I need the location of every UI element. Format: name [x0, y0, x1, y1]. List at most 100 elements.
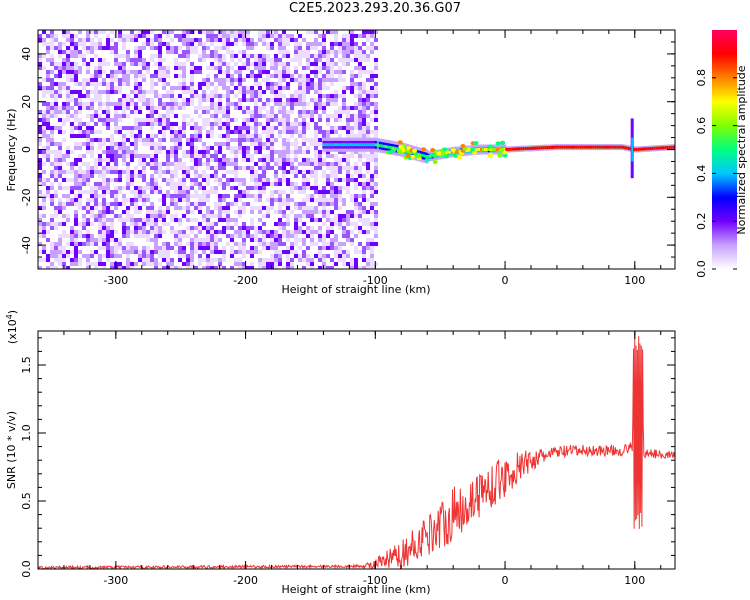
noise-cell: [298, 42, 302, 46]
noise-cell: [250, 222, 254, 226]
noise-cell: [370, 178, 374, 182]
noise-cell: [222, 194, 226, 198]
noise-cell: [82, 154, 86, 158]
noise-cell: [358, 50, 362, 54]
signal-blob: [442, 147, 448, 152]
noise-cell: [374, 134, 378, 138]
noise-cell: [170, 230, 174, 234]
noise-cell: [70, 114, 74, 118]
noise-cell: [366, 130, 370, 134]
noise-cell: [374, 222, 378, 226]
noise-cell: [350, 166, 354, 170]
noise-cell: [70, 78, 74, 82]
noise-cell: [182, 30, 186, 34]
noise-cell: [254, 110, 258, 114]
noise-cell: [346, 238, 350, 242]
noise-cell: [134, 218, 138, 222]
noise-cell: [174, 86, 178, 90]
noise-cell: [330, 242, 334, 246]
noise-cell: [266, 98, 270, 102]
signal-blob: [396, 148, 402, 153]
noise-cell: [342, 230, 346, 234]
noise-cell: [150, 126, 154, 130]
noise-cell: [210, 246, 214, 250]
noise-cell: [342, 166, 346, 170]
noise-cell: [166, 242, 170, 246]
noise-cell: [306, 74, 310, 78]
noise-cell: [186, 122, 190, 126]
noise-cell: [210, 82, 214, 86]
noise-cell: [238, 66, 242, 70]
noise-cell: [214, 154, 218, 158]
noise-cell: [98, 142, 102, 146]
noise-cell: [222, 94, 226, 98]
noise-cell: [306, 146, 310, 150]
noise-cell: [342, 214, 346, 218]
noise-cell: [182, 250, 186, 254]
noise-cell: [270, 106, 274, 110]
noise-cell: [78, 126, 82, 130]
noise-cell: [366, 46, 370, 50]
noise-cell: [114, 166, 118, 170]
noise-cell: [118, 242, 122, 246]
noise-cell: [54, 74, 58, 78]
spec-ytick-label: 20: [20, 95, 33, 109]
noise-cell: [302, 74, 306, 78]
noise-cell: [90, 186, 94, 190]
signal-core: [376, 143, 380, 147]
noise-cell: [242, 206, 246, 210]
noise-cell: [70, 106, 74, 110]
noise-cell: [334, 222, 338, 226]
noise-cell: [66, 34, 70, 38]
noise-cell: [38, 222, 42, 226]
noise-cell: [66, 154, 70, 158]
noise-cell: [262, 34, 266, 38]
noise-cell: [374, 82, 378, 86]
noise-cell: [230, 266, 234, 269]
noise-cell: [130, 262, 134, 266]
noise-cell: [106, 118, 110, 122]
noise-cell: [150, 178, 154, 182]
noise-cell: [90, 206, 94, 210]
noise-cell: [154, 38, 158, 42]
noise-cell: [358, 126, 362, 130]
noise-cell: [322, 238, 326, 242]
noise-cell: [242, 222, 246, 226]
noise-cell: [274, 86, 278, 90]
noise-cell: [90, 46, 94, 50]
noise-cell: [142, 94, 146, 98]
noise-cell: [322, 50, 326, 54]
noise-cell: [322, 82, 326, 86]
noise-cell: [362, 30, 366, 34]
noise-cell: [326, 178, 330, 182]
noise-cell: [54, 142, 58, 146]
noise-cell: [190, 142, 194, 146]
noise-cell: [62, 158, 66, 162]
noise-cell: [126, 250, 130, 254]
noise-cell: [166, 222, 170, 226]
noise-cell: [342, 70, 346, 74]
noise-cell: [86, 202, 90, 206]
noise-cell: [58, 258, 62, 262]
noise-cell: [54, 254, 58, 258]
spectrogram-xlabel: Height of straight line (km): [281, 283, 430, 296]
noise-cell: [246, 54, 250, 58]
noise-cell: [358, 210, 362, 214]
noise-cell: [78, 182, 82, 186]
noise-cell: [126, 98, 130, 102]
noise-cell: [66, 254, 70, 258]
signal-core: [423, 154, 427, 158]
noise-cell: [210, 54, 214, 58]
noise-cell: [42, 222, 46, 226]
noise-cell: [62, 262, 66, 266]
noise-cell: [258, 54, 262, 58]
noise-cell: [50, 182, 54, 186]
noise-cell: [102, 198, 106, 202]
noise-cell: [126, 58, 130, 62]
noise-cell: [210, 94, 214, 98]
signal-core: [592, 145, 596, 149]
noise-cell: [342, 126, 346, 130]
noise-cell: [78, 90, 82, 94]
noise-cell: [358, 102, 362, 106]
noise-cell: [54, 166, 58, 170]
